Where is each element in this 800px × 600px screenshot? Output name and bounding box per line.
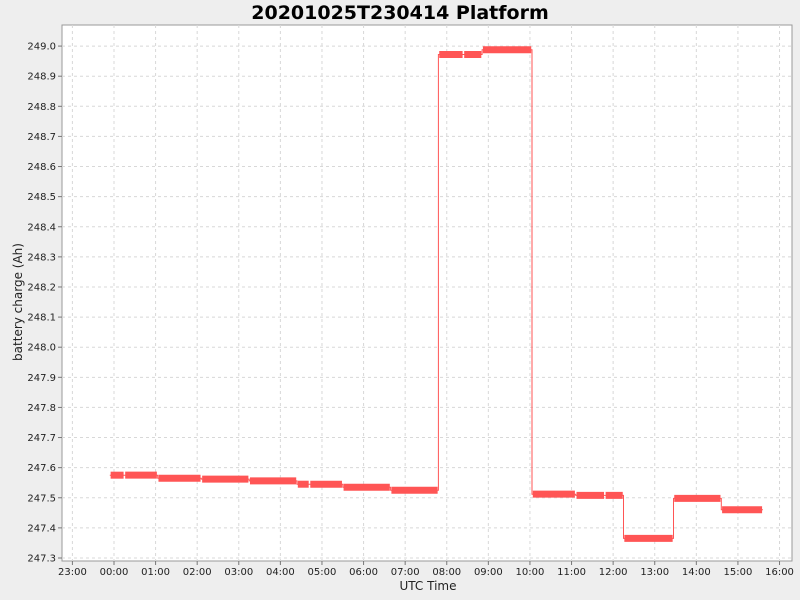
- y-tick-label: 248.4: [27, 222, 56, 233]
- grid: [62, 25, 792, 561]
- y-axis-label: battery charge (Ah): [11, 243, 25, 361]
- series-lines: [109, 46, 763, 542]
- y-tick-label: 248.0: [27, 343, 56, 354]
- y-tick-label: 249.0: [27, 42, 56, 53]
- y-tick-label: 247.8: [27, 403, 56, 414]
- x-tick-label: 07:00: [391, 567, 420, 578]
- chart-title: 20201025T230414 Platform: [251, 2, 549, 24]
- y-tick-label: 247.4: [27, 523, 56, 534]
- x-tick-label: 06:00: [349, 567, 378, 578]
- x-tick-label: 11:00: [557, 567, 586, 578]
- y-tick-label: 247.7: [27, 433, 56, 444]
- x-tick-label: 15:00: [724, 567, 753, 578]
- y-tick-label: 247.9: [27, 373, 56, 384]
- x-tick-label: 09:00: [474, 567, 503, 578]
- x-axis-label: UTC Time: [400, 579, 457, 593]
- x-tick-label: 08:00: [432, 567, 461, 578]
- x-tick-label: 14:00: [682, 567, 711, 578]
- x-tick-label: 13:00: [640, 567, 669, 578]
- y-tick-label: 248.1: [27, 313, 56, 324]
- x-tick-label: 01:00: [141, 567, 170, 578]
- x-tick-label: 23:00: [58, 567, 87, 578]
- y-tick-label: 248.3: [27, 252, 56, 263]
- x-tick-label: 02:00: [183, 567, 212, 578]
- y-tick-label: 248.8: [27, 102, 56, 113]
- y-tick-label: 248.2: [27, 282, 56, 293]
- x-tick-label: 00:00: [100, 567, 129, 578]
- y-tick-label: 247.6: [27, 463, 56, 474]
- x-tick-label: 16:00: [765, 567, 794, 578]
- x-tick-label: 03:00: [224, 567, 253, 578]
- x-tick-label: 05:00: [308, 567, 337, 578]
- y-tick-label: 248.7: [27, 132, 56, 143]
- y-tick-label: 248.6: [27, 162, 56, 173]
- y-tick-label: 248.5: [27, 192, 56, 203]
- y-tick-label: 248.9: [27, 72, 56, 83]
- x-tick-label: 12:00: [599, 567, 628, 578]
- y-axis-ticks: 247.3 247.4 247.5 247.6 247.7 247.8 247.9 248.0…: [27, 42, 62, 564]
- x-tick-label: 10:00: [516, 567, 545, 578]
- plot-area: [61, 24, 793, 562]
- x-axis-ticks: 23:00 00:00 01:00 02:00 03:00 04:00 05:00 06:00…: [58, 561, 794, 578]
- y-tick-label: 247.3: [27, 553, 56, 564]
- x-tick-label: 04:00: [266, 567, 295, 578]
- y-tick-label: 247.5: [27, 493, 56, 504]
